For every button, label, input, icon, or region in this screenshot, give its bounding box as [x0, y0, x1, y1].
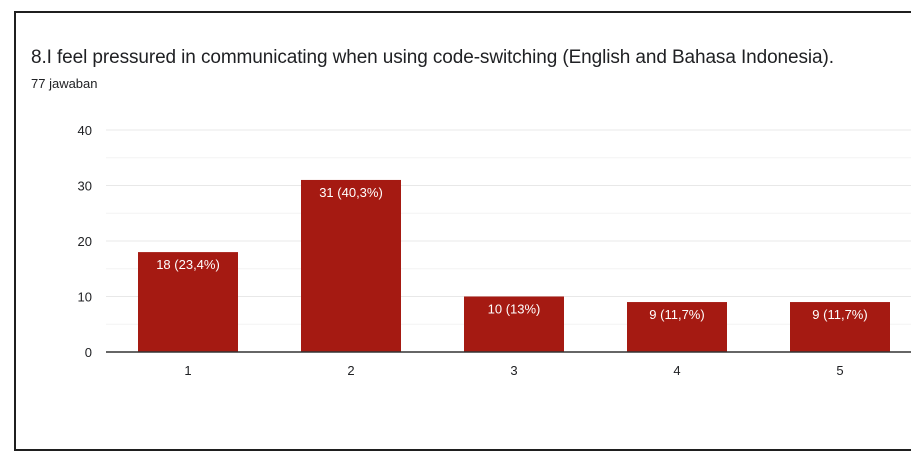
- data-label: 18 (23,4%): [156, 257, 220, 272]
- data-label: 9 (11,7%): [812, 307, 867, 322]
- bar: [464, 296, 564, 352]
- x-tick-label: 5: [836, 363, 843, 378]
- y-tick-label: 10: [78, 290, 92, 305]
- y-tick-label: 40: [78, 123, 92, 138]
- x-tick-label: 2: [347, 363, 354, 378]
- y-tick-label: 30: [78, 179, 92, 194]
- chart-card: 8.I feel pressured in communicating when…: [14, 11, 911, 451]
- bar: [301, 179, 401, 352]
- x-tick-label: 4: [673, 363, 680, 378]
- bar-chart: 0 10 20 30 40 18 (23,4%) 1 31 (40,3%) 2 10 (13%) 3…: [78, 123, 911, 378]
- bar: [138, 252, 238, 352]
- x-tick-label: 3: [510, 363, 517, 378]
- bar: [627, 302, 727, 352]
- chart-title: 8.I feel pressured in communicating when…: [31, 47, 834, 68]
- response-count: 77 jawaban: [31, 76, 98, 91]
- data-label: 10 (13%): [488, 302, 541, 317]
- y-tick-label: 20: [78, 234, 92, 249]
- data-label: 31 (40,3%): [319, 185, 383, 200]
- x-tick-label: 1: [184, 363, 191, 378]
- data-label: 9 (11,7%): [649, 307, 704, 322]
- y-tick-label: 0: [85, 345, 92, 360]
- bar: [790, 302, 890, 352]
